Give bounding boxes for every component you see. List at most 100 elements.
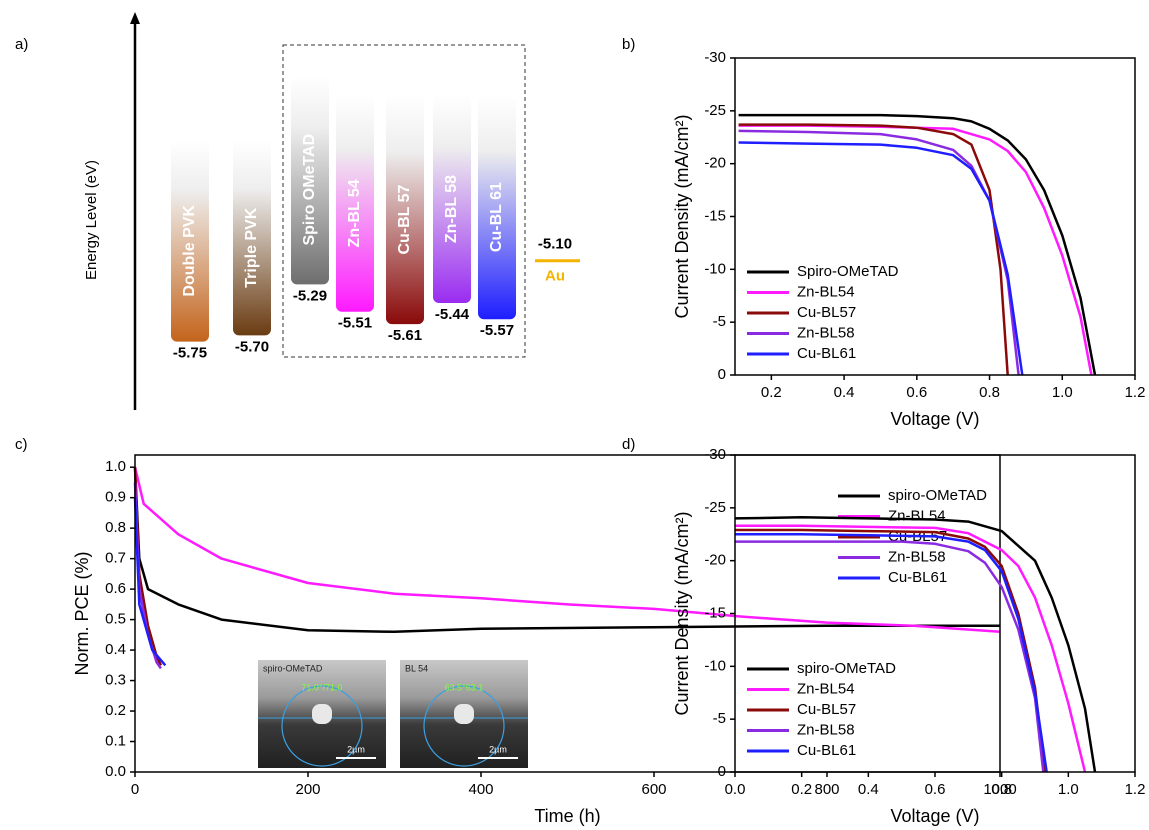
- y-axis-label: Norm. PCE (%): [72, 551, 92, 675]
- y-tick-label: 0.9: [105, 489, 126, 506]
- y-tick-label: 0.2: [105, 702, 126, 719]
- y-tick-label: -25: [704, 102, 726, 119]
- series-line: [735, 524, 1087, 773]
- x-axis-label: Voltage (V): [890, 806, 979, 826]
- droplet: [454, 704, 474, 724]
- series-line: [738, 124, 1093, 376]
- plot-frame: [734, 57, 1136, 376]
- legend-label: spiro-OMeTAD: [888, 487, 987, 504]
- x-tick-label: 0: [131, 781, 139, 798]
- x-tick-label: 0.6: [906, 384, 927, 401]
- bar-name: Cu-BL 61: [488, 182, 505, 252]
- series-line: [738, 113, 1097, 376]
- y-tick-label: 0: [718, 763, 726, 780]
- legend-label: spiro-OMeTAD: [797, 660, 896, 677]
- y-tick-label: -20: [704, 552, 726, 569]
- x-tick-label: 400: [468, 781, 493, 798]
- bar-name: Spiro OMeTAD: [301, 134, 318, 246]
- y-tick-label: -20: [704, 155, 726, 172]
- x-axis-label: Time (h): [534, 806, 600, 826]
- value-label: -5.61: [388, 327, 422, 344]
- series-line: [738, 141, 1024, 376]
- x-axis-label: Voltage (V): [890, 409, 979, 429]
- x-tick-label: 1.0: [1052, 384, 1073, 401]
- legend-label: Spiro-OMeTAD: [797, 263, 899, 280]
- x-tick-label: 800: [814, 781, 839, 798]
- value-label: -5.29: [293, 287, 327, 304]
- y-axis-label: Current Density (mA/cm²): [672, 511, 692, 715]
- droplet-fit: [423, 685, 505, 767]
- x-tick-label: 0.8: [979, 384, 1000, 401]
- x-tick-label: 0.8: [991, 781, 1012, 798]
- inset-label: spiro-OMeTAD: [263, 663, 323, 673]
- energy-bar: [433, 95, 471, 304]
- inset-scale: 2µm: [489, 744, 507, 754]
- y-tick-label: 0: [718, 366, 726, 383]
- x-tick-label: 1.2: [1125, 781, 1146, 798]
- droplet-fit: [281, 685, 363, 767]
- y-axis-label: Energy Level (eV): [83, 160, 100, 280]
- y-tick-label: 0.0: [105, 763, 126, 780]
- group-box: [282, 44, 526, 358]
- x-tick-label: 0.4: [858, 781, 879, 798]
- axis-arrow: [130, 12, 140, 24]
- energy-bar: [171, 140, 209, 342]
- y-tick-label: 0.4: [105, 641, 126, 658]
- y-axis-label: Current Density (mA/cm²): [672, 114, 692, 318]
- energy-bar: [291, 75, 329, 285]
- y-tick-label: -10: [704, 260, 726, 277]
- legend-label: Zn-BL54: [888, 507, 946, 524]
- y-tick-label: 0.5: [105, 611, 126, 628]
- panel-label: a): [15, 36, 28, 53]
- legend-label: Zn-BL54: [797, 680, 855, 697]
- bar-name: Double PVK: [181, 205, 198, 297]
- legend-label: Cu-BL61: [888, 569, 947, 586]
- panel-label: d): [622, 436, 635, 453]
- plot-frame: [734, 454, 1136, 773]
- y-tick-label: 0.6: [105, 580, 126, 597]
- series-line: [734, 516, 1097, 773]
- legend-label: Zn-BL54: [797, 283, 855, 300]
- y-tick-label: -15: [704, 207, 726, 224]
- value-label: -5.51: [338, 315, 372, 332]
- inset-angle: 71.0°/71.0: [301, 682, 342, 692]
- legend-label: Cu-BL61: [797, 345, 856, 362]
- energy-bar: [336, 95, 374, 312]
- y-tick-label: 1.0: [105, 458, 126, 475]
- x-tick-label: 1.0: [1058, 781, 1079, 798]
- reference-name: Au: [545, 268, 565, 285]
- y-tick-label: 0.7: [105, 550, 126, 567]
- y-tick-label: -10: [704, 657, 726, 674]
- series-line: [738, 123, 1009, 376]
- bar-name: Zn-BL 58: [443, 175, 460, 243]
- droplet: [312, 704, 332, 724]
- y-tick-label: 0.8: [105, 519, 126, 536]
- reference-value: -5.10: [538, 236, 572, 253]
- panel-label: b): [622, 36, 635, 53]
- x-tick-label: 0.0: [725, 781, 746, 798]
- x-tick-label: 0.2: [791, 781, 812, 798]
- series-line: [735, 540, 1045, 773]
- y-tick-label: -15: [704, 604, 726, 621]
- energy-bar: [478, 95, 516, 320]
- series-line: [738, 129, 1020, 376]
- x-tick-label: 0.6: [925, 781, 946, 798]
- legend-label: Zn-BL58: [888, 548, 946, 565]
- x-tick-label: 1.2: [1125, 384, 1146, 401]
- series-line: [133, 497, 167, 667]
- inset-scale: 2µm: [347, 744, 365, 754]
- plot-frame: [134, 454, 1001, 773]
- y-tick-label: -25: [704, 499, 726, 516]
- x-tick-label: 0.2: [761, 384, 782, 401]
- series-line: [735, 533, 1048, 773]
- legend-label: Cu-BL61: [797, 742, 856, 759]
- x-tick-label: 1000: [983, 781, 1016, 798]
- value-label: -5.57: [480, 322, 514, 339]
- y-tick-label: -30: [704, 49, 726, 66]
- panel-label: c): [15, 436, 28, 453]
- y-tick-label: -30: [704, 446, 726, 463]
- y-tick-label: 0.1: [105, 732, 126, 749]
- inset-label: BL 54: [405, 663, 428, 673]
- series-line: [133, 467, 1000, 634]
